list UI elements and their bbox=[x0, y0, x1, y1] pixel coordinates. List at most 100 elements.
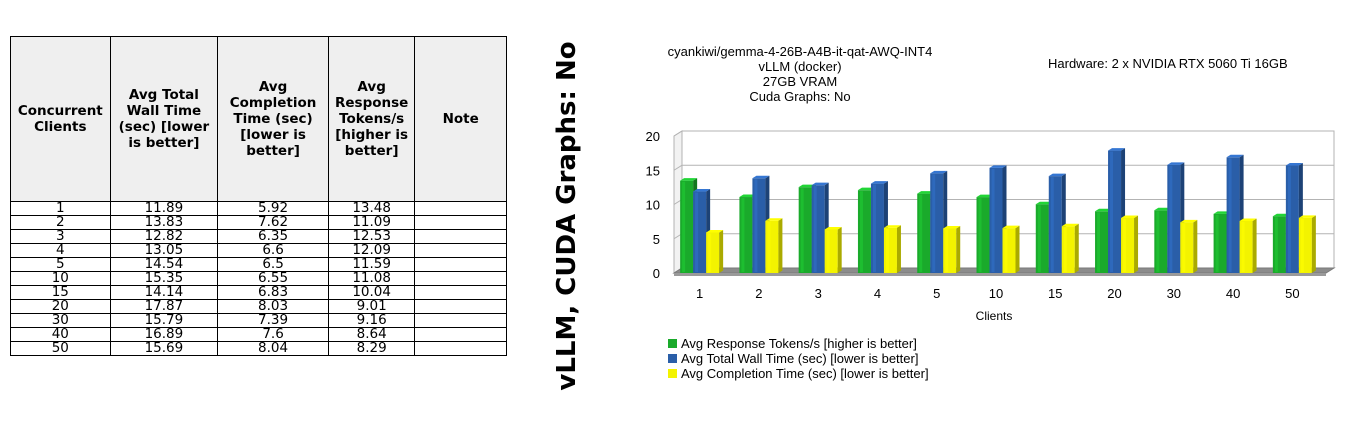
bar-front bbox=[1035, 204, 1049, 273]
cell-clients: 5 bbox=[10, 257, 111, 272]
bar-front bbox=[1272, 216, 1286, 273]
table-row: 50 15.69 8.04 8.29 bbox=[10, 341, 507, 356]
bar-highlight bbox=[1300, 218, 1304, 272]
legend-item: Avg Completion Time (sec) [lower is bett… bbox=[668, 366, 929, 381]
cell-wall-time: 11.89 bbox=[109, 201, 219, 216]
bar-top bbox=[883, 225, 901, 228]
bar-front bbox=[870, 183, 884, 273]
bar-highlight bbox=[1004, 229, 1008, 272]
bar-front bbox=[1213, 213, 1227, 273]
bar-side bbox=[1134, 215, 1139, 273]
cell-completion-time: 6.55 bbox=[217, 271, 329, 286]
bar-highlight bbox=[1110, 151, 1114, 272]
bar-front bbox=[930, 173, 944, 273]
table-row: 20 17.87 8.03 9.01 bbox=[10, 299, 507, 314]
bar-highlight bbox=[695, 192, 699, 272]
header-concurrent-clients: Concurrent Clients bbox=[10, 36, 111, 202]
bar-front bbox=[1048, 176, 1062, 273]
cell-wall-time: 17.87 bbox=[109, 299, 219, 314]
cell-note bbox=[414, 257, 507, 272]
bar-front bbox=[752, 178, 766, 273]
floor-edge bbox=[674, 273, 1326, 276]
bar-highlight bbox=[872, 184, 876, 272]
bar-top bbox=[1108, 148, 1126, 151]
header-note: Note bbox=[414, 36, 507, 202]
bar-chart: 0 5 10 15 20 1 2 3 4 5 10 15 20 30 40 50 Clients bbox=[646, 129, 1336, 323]
legend-label: Avg Completion Time (sec) [lower is bett… bbox=[681, 366, 929, 381]
bar-highlight bbox=[919, 194, 923, 272]
bar bbox=[1180, 219, 1198, 273]
cell-clients: 40 bbox=[10, 327, 111, 342]
legend-swatch bbox=[668, 339, 677, 348]
bar-highlight bbox=[1287, 166, 1291, 272]
bar-front bbox=[1061, 226, 1075, 273]
cell-clients: 1 bbox=[10, 201, 111, 216]
bar-top bbox=[1035, 201, 1053, 205]
y-tick-label: 20 bbox=[646, 129, 660, 144]
legend-item: Avg Response Tokens/s [higher is better] bbox=[668, 336, 929, 351]
bar-top bbox=[943, 225, 961, 229]
bar-front bbox=[1002, 228, 1016, 273]
header-avg-completion-time: Avg Completion Time (sec) [lower is bett… bbox=[217, 36, 329, 202]
x-tick-label: 30 bbox=[1167, 286, 1181, 301]
x-tick-label: 2 bbox=[755, 286, 762, 301]
x-tick-label: 50 bbox=[1285, 286, 1299, 301]
cell-note bbox=[414, 201, 507, 216]
bar-highlight bbox=[813, 186, 817, 272]
bar bbox=[706, 229, 724, 273]
legend-item: Avg Total Wall Time (sec) [lower is bett… bbox=[668, 351, 929, 366]
cell-note bbox=[414, 243, 507, 258]
bar-front bbox=[1180, 222, 1194, 273]
cell-note bbox=[414, 313, 507, 328]
bar-top bbox=[1226, 154, 1244, 158]
bar-top bbox=[930, 170, 948, 174]
bar-front bbox=[1239, 220, 1253, 273]
legend-swatch bbox=[668, 354, 677, 363]
bar-highlight bbox=[1274, 217, 1278, 272]
bar-top bbox=[706, 229, 724, 233]
cell-wall-time: 15.79 bbox=[109, 313, 219, 328]
bar-top bbox=[870, 181, 888, 184]
bar-top bbox=[1298, 215, 1316, 218]
bar-top bbox=[1121, 215, 1139, 218]
side-title-text: vLLM, CUDA Graphs: No bbox=[552, 41, 582, 391]
bar-front bbox=[1154, 210, 1168, 273]
cell-note bbox=[414, 215, 507, 230]
legend-label: Avg Total Wall Time (sec) [lower is bett… bbox=[681, 351, 919, 366]
bar-front bbox=[1108, 150, 1122, 273]
cell-note bbox=[414, 229, 507, 244]
bar-front bbox=[706, 232, 720, 273]
cell-wall-time: 15.69 bbox=[109, 341, 219, 356]
bar-highlight bbox=[708, 233, 712, 272]
bar-top bbox=[976, 194, 994, 198]
bar-highlight bbox=[826, 230, 830, 272]
bar bbox=[824, 227, 842, 273]
table-row: 4 13.05 6.6 12.09 bbox=[10, 243, 507, 258]
bar-highlight bbox=[1123, 218, 1127, 272]
cell-completion-time: 7.62 bbox=[217, 215, 329, 230]
cell-tokens-per-sec: 11.09 bbox=[327, 215, 416, 230]
bar bbox=[883, 225, 901, 273]
bar-highlight bbox=[741, 198, 745, 272]
bar-highlight bbox=[1215, 214, 1219, 272]
x-tick-label: 3 bbox=[815, 286, 822, 301]
bar-side bbox=[778, 218, 783, 273]
legend-swatch bbox=[668, 369, 677, 378]
bar-top bbox=[1061, 223, 1079, 227]
cell-note bbox=[414, 341, 507, 356]
chart-legend: Avg Response Tokens/s [higher is better]… bbox=[668, 336, 929, 381]
bar bbox=[765, 218, 783, 273]
bar-front bbox=[680, 180, 694, 273]
bar-top bbox=[1167, 162, 1185, 165]
bar-highlight bbox=[754, 179, 758, 272]
bar-highlight bbox=[1169, 165, 1173, 272]
bar-top bbox=[989, 165, 1007, 168]
bar-top bbox=[765, 218, 783, 221]
bar-highlight bbox=[1228, 158, 1232, 272]
cell-clients: 30 bbox=[10, 313, 111, 328]
bar-side bbox=[837, 227, 842, 273]
x-tick-label: 10 bbox=[989, 286, 1003, 301]
y-tick-label: 10 bbox=[646, 198, 660, 213]
bar bbox=[1298, 215, 1316, 273]
bar-top bbox=[680, 178, 698, 181]
